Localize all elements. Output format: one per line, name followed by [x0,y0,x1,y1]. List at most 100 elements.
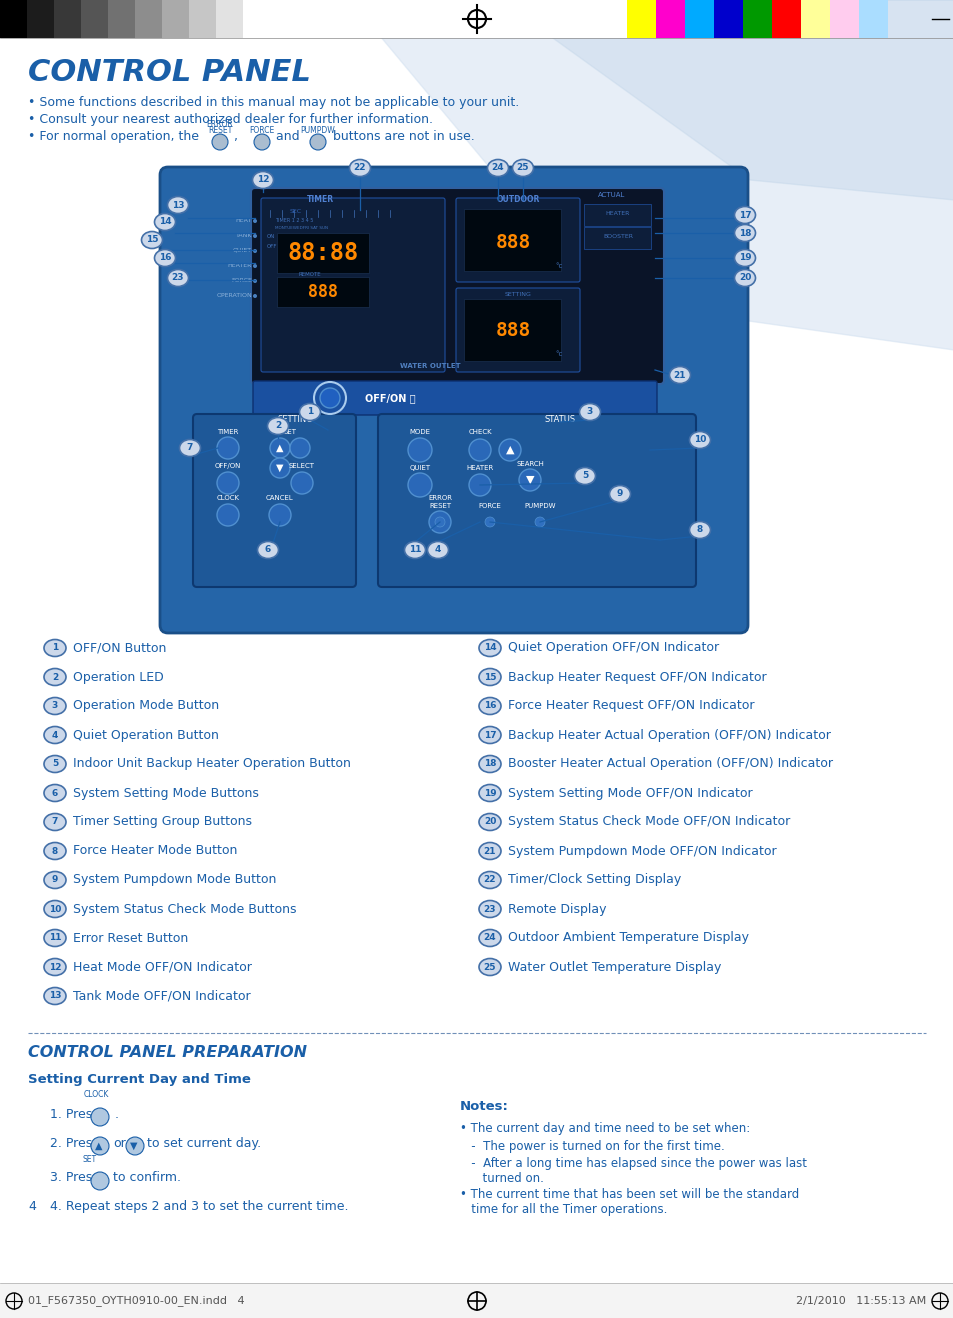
Text: 3: 3 [586,407,593,416]
Circle shape [253,134,270,150]
Text: 13: 13 [49,991,61,1000]
Text: • For normal operation, the: • For normal operation, the [28,130,199,142]
Ellipse shape [478,958,500,975]
Circle shape [290,438,310,457]
Text: 2. Press: 2. Press [50,1137,99,1151]
Bar [656,0,684,38]
Bar [829,0,858,38]
Text: HEAT: HEAT [235,217,252,223]
Ellipse shape [734,207,755,224]
Text: 10: 10 [693,435,705,444]
FancyBboxPatch shape [463,299,560,361]
Ellipse shape [574,468,595,485]
Ellipse shape [669,366,690,384]
Circle shape [253,279,256,283]
FancyBboxPatch shape [253,381,657,415]
Text: TIMER 1 2 3 4 5: TIMER 1 2 3 4 5 [274,217,313,223]
Text: Setting Current Day and Time: Setting Current Day and Time [28,1073,251,1086]
Text: Outdoor Ambient Temperature Display: Outdoor Ambient Temperature Display [507,932,748,945]
Circle shape [269,503,291,526]
FancyBboxPatch shape [276,277,369,307]
Ellipse shape [44,813,66,830]
Text: • The current day and time need to be set when:: • The current day and time need to be se… [459,1122,749,1135]
Text: ERROR: ERROR [207,120,233,129]
Text: 10: 10 [49,904,61,913]
Text: STATUS: STATUS [506,306,529,311]
Ellipse shape [141,232,162,249]
FancyBboxPatch shape [276,233,369,273]
Circle shape [270,438,290,457]
Circle shape [319,387,339,409]
Text: OPERATION: OPERATION [216,293,252,298]
Ellipse shape [44,726,66,743]
Text: PUMPDW: PUMPDW [300,127,335,134]
Ellipse shape [487,159,508,177]
Text: SETTING: SETTING [504,293,531,297]
Text: and: and [272,130,299,142]
FancyBboxPatch shape [251,188,663,384]
Text: 19: 19 [483,788,496,797]
Text: Backup Heater Actual Operation (OFF/ON) Indicator: Backup Heater Actual Operation (OFF/ON) … [507,729,830,742]
Text: System Setting Mode Buttons: System Setting Mode Buttons [73,787,258,800]
Text: 6: 6 [51,788,58,797]
Text: 11: 11 [408,546,421,555]
Bar [189,0,215,38]
Text: ACTUAL: ACTUAL [598,192,625,198]
Circle shape [408,438,432,463]
Text: TIMER: TIMER [306,195,334,204]
Ellipse shape [734,269,755,286]
Bar [27,0,54,38]
Text: PUMPDW: PUMPDW [503,320,532,326]
Text: Force Heater Request OFF/ON Indicator: Force Heater Request OFF/ON Indicator [507,700,754,713]
FancyBboxPatch shape [261,198,444,372]
Bar [243,0,270,38]
Circle shape [126,1137,144,1155]
Text: 20: 20 [483,817,496,826]
Text: Tank Mode OFF/ON Indicator: Tank Mode OFF/ON Indicator [73,990,251,1003]
Text: System Status Check Mode OFF/ON Indicator: System Status Check Mode OFF/ON Indicato… [507,816,789,829]
Text: 20: 20 [738,274,750,282]
Bar [162,0,189,38]
Bar [135,0,162,38]
Text: 21: 21 [483,846,496,855]
Text: TANK: TANK [235,233,252,239]
Bar [108,0,135,38]
Text: Booster Heater Actual Operation (OFF/ON) Indicator: Booster Heater Actual Operation (OFF/ON)… [507,758,832,771]
FancyBboxPatch shape [456,198,579,282]
Text: OFF/ON ⓘ: OFF/ON ⓘ [365,393,416,403]
Ellipse shape [478,726,500,743]
Ellipse shape [44,900,66,917]
Circle shape [484,517,495,527]
Text: 01_F567350_OYTH0910-00_EN.indd   4: 01_F567350_OYTH0910-00_EN.indd 4 [28,1296,244,1306]
Ellipse shape [168,196,189,214]
Text: 15: 15 [483,672,496,681]
Text: Quiet Operation OFF/ON Indicator: Quiet Operation OFF/ON Indicator [507,642,719,655]
Text: 21: 21 [673,370,685,380]
Text: 9: 9 [51,875,58,884]
Text: System Setting Mode OFF/ON Indicator: System Setting Mode OFF/ON Indicator [507,787,752,800]
Bar [215,0,243,38]
Text: 3: 3 [51,701,58,710]
Text: 3. Press: 3. Press [50,1170,99,1184]
Text: OFF/ON: OFF/ON [214,463,241,469]
Text: SET: SET [83,1155,97,1164]
Circle shape [253,219,256,223]
Bar [684,0,713,38]
Text: Timer Setting Group Buttons: Timer Setting Group Buttons [73,816,252,829]
Text: OFF: OFF [267,244,277,249]
Ellipse shape [44,987,66,1004]
Ellipse shape [478,842,500,859]
Text: Notes:: Notes: [459,1101,508,1112]
Text: CANCEL: CANCEL [266,496,294,501]
Text: 6: 6 [265,546,271,555]
Text: 12: 12 [256,175,269,185]
Text: 7: 7 [51,817,58,826]
Text: 1: 1 [307,407,313,416]
Text: 1. Press: 1. Press [50,1108,99,1122]
Ellipse shape [478,668,500,685]
Text: 17: 17 [483,730,496,739]
Text: CONTROL PANEL: CONTROL PANEL [28,58,311,87]
Ellipse shape [154,249,175,266]
Ellipse shape [44,929,66,946]
FancyBboxPatch shape [583,204,650,225]
